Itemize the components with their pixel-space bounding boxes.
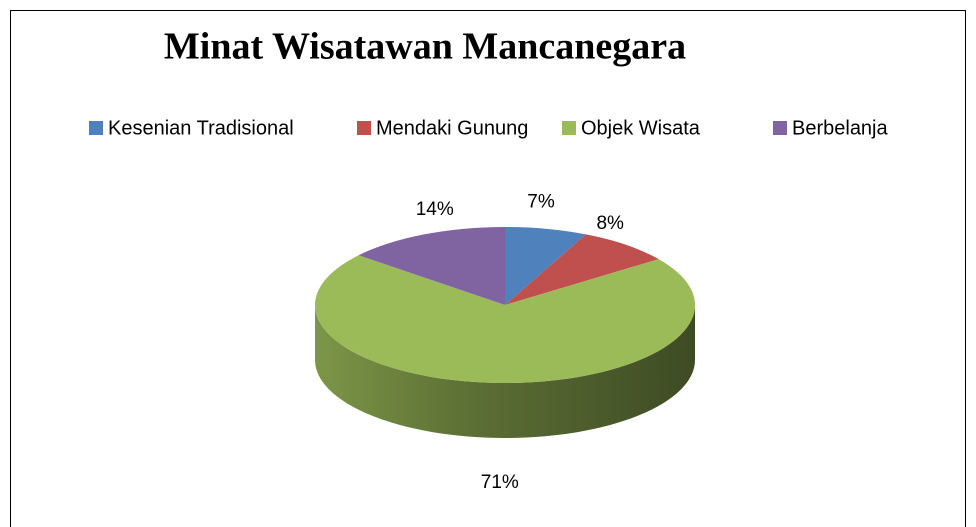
frame [10,10,966,527]
data-label: 8% [596,213,624,234]
legend-swatch [562,121,576,135]
legend-label: Berbelanja [792,117,889,139]
pie-slice [358,227,505,305]
data-label: 71% [481,472,519,493]
data-label: 7% [527,192,555,213]
chart-title: Minat Wisatawan Mancanegara [164,26,686,68]
pie-side [315,305,695,438]
legend-swatch [357,121,371,135]
legend-swatch [89,121,103,135]
legend-swatch [773,121,787,135]
pie-slice [315,255,696,383]
legend-label: Objek Wisata [581,117,701,139]
pie-slice [505,227,586,305]
pie-slice [505,234,659,305]
legend-label: Mendaki Gunung [376,117,528,139]
legend-label: Kesenian Tradisional [108,117,294,139]
data-label: 14% [416,199,454,220]
